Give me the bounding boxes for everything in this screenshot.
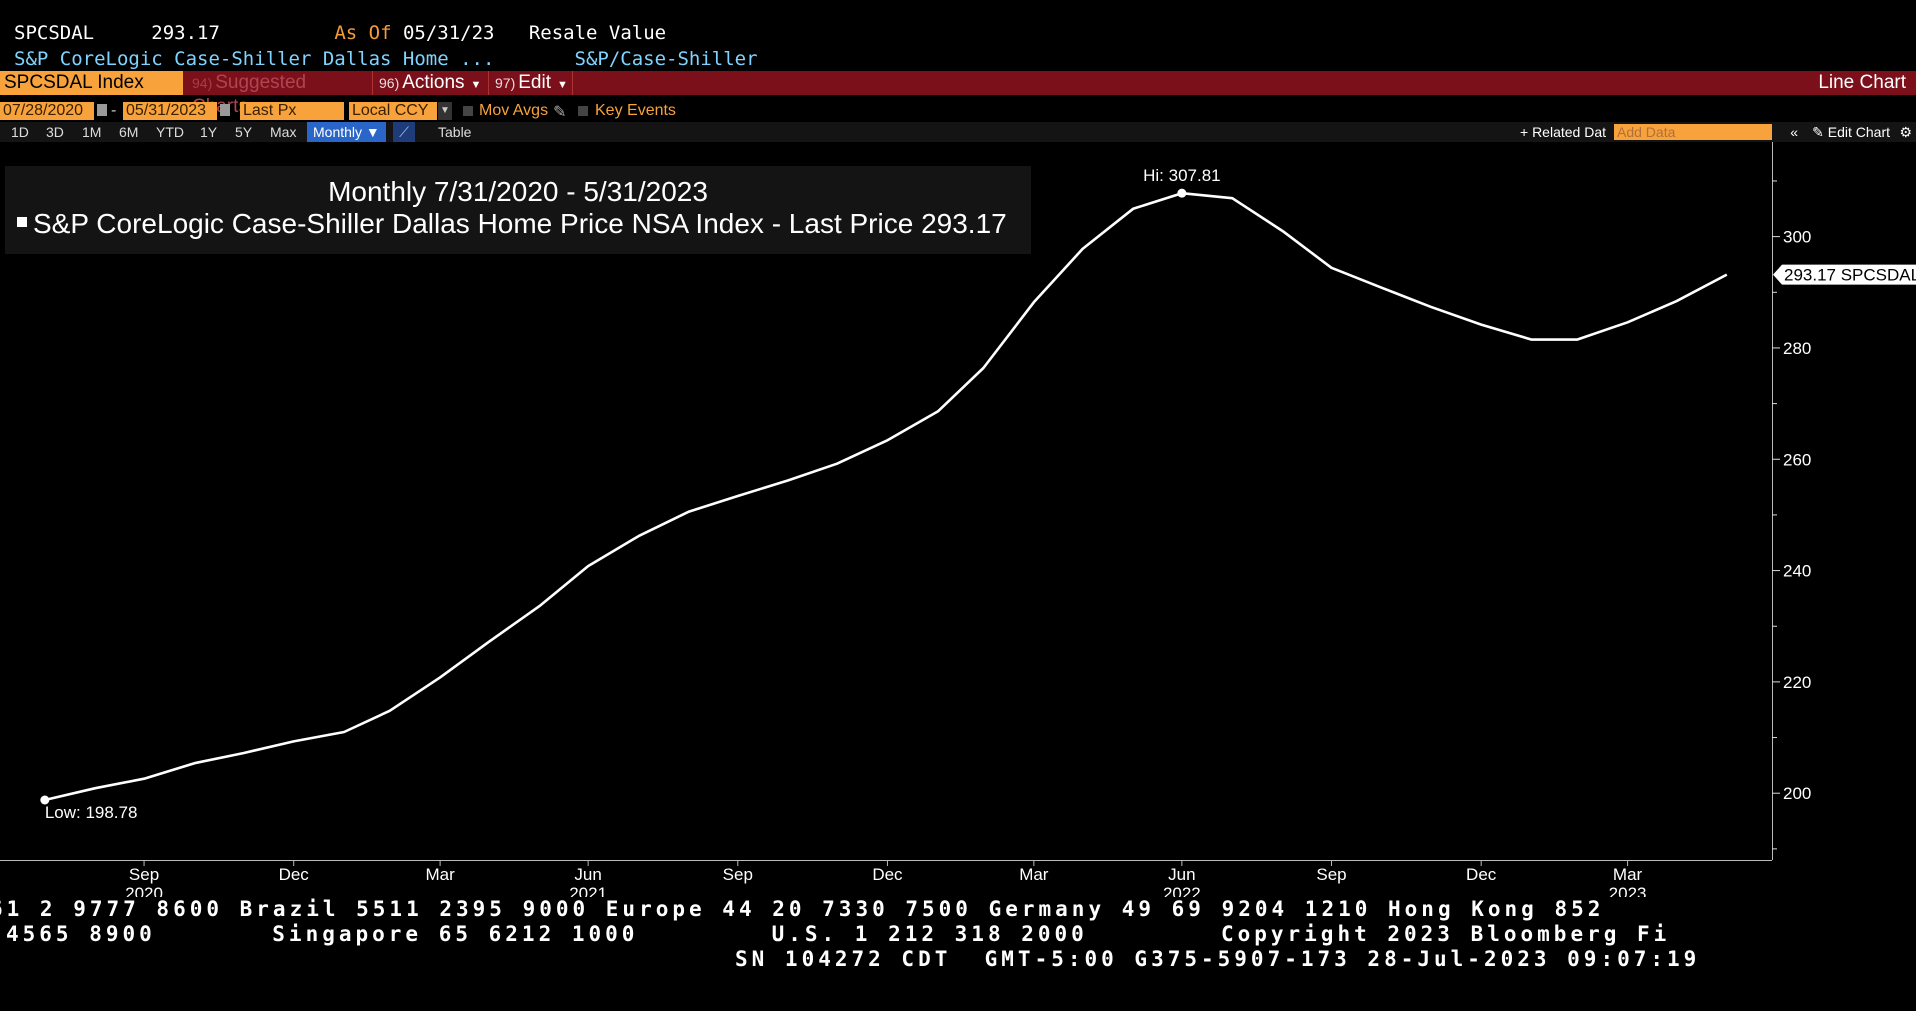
settings-row: 07/28/2020 - 05/31/2023 Last Px Local CC… [0,100,1916,122]
legend-title: Monthly 7/31/2020 - 5/31/2023 [328,176,708,207]
edit-label: Edit [518,72,551,93]
x-year-label: 2021 [569,884,607,897]
y-tick-label: 260 [1783,450,1811,469]
pencil-icon: ✎ [1812,124,1828,140]
last-price: 293.17 [151,22,220,44]
low-label: Low: 198.78 [45,803,138,822]
x-tick-label: Dec [1466,865,1497,884]
range-ytd[interactable]: YTD [156,124,184,140]
suggested-charts-button[interactable]: 94)Suggested Charts [186,71,366,117]
edit-chart-label: Edit Chart [1827,124,1890,140]
data-source: S&P/Case-Shiller [574,48,758,70]
key-events-checkbox[interactable] [578,106,588,116]
mov-avgs-checkbox[interactable] [463,106,473,116]
x-year-label: 2020 [125,884,163,897]
security-header: SPCSDAL 293.17 As Of 05/31/23 Resale Val… [14,22,666,44]
y-tick-label: 200 [1783,784,1811,803]
as-of-label: As Of [334,22,392,44]
suggested-charts-number: 94) [192,75,213,91]
line-chart-icon[interactable]: ⟋ [393,122,415,142]
as-of-date: 05/31/23 [402,22,495,44]
chevron-down-icon: ▼ [365,124,380,140]
table-button[interactable]: Table [438,124,472,140]
x-tick-label: Sep [129,865,159,884]
value-type: Resale Value [528,22,667,44]
x-tick-label: Mar [1019,865,1049,884]
x-year-label: 2023 [1609,884,1647,897]
related-data-label: Related Dat [1532,124,1606,140]
related-data-button[interactable]: + Related Dat [1520,122,1606,142]
chevron-down-icon: ▼ [556,79,568,91]
frequency-select[interactable]: Monthly ▼ [307,122,386,142]
range-5y[interactable]: 5Y [235,124,253,140]
add-data-input[interactable]: Add Data [1614,124,1772,140]
chart-type-label: Line Chart [1818,72,1906,93]
high-point-marker [1177,188,1187,198]
frequency-label: Monthly [313,124,363,140]
footer-contacts-2: 4565 8900 Singapore 65 6212 1000 U.S. 1 … [6,922,1671,946]
chevron-down-icon[interactable]: ▼ [438,102,452,120]
security-field[interactable]: SPCSDAL Index [0,71,183,95]
range-max[interactable]: Max [270,124,297,140]
x-year-label: 2022 [1163,884,1201,897]
key-events-label: Key Events [595,102,676,119]
actions-label: Actions [402,72,465,93]
legend-series: S&P CoreLogic Case-Shiller Dallas Home P… [17,208,1007,240]
x-tick-label: Dec [279,865,310,884]
collapse-icon[interactable]: « [1790,124,1798,140]
y-tick-label: 240 [1783,562,1811,581]
x-tick-label: Dec [872,865,903,884]
edit-number: 97) [495,75,516,91]
x-tick-label: Sep [723,865,753,884]
y-tick-label: 280 [1783,339,1811,358]
edit-chart-button[interactable]: ✎ Edit Chart [1812,122,1890,142]
y-tick-label: 300 [1783,228,1811,247]
x-tick-label: Sep [1316,865,1346,884]
range-3d[interactable]: 3D [46,124,64,140]
actions-number: 96) [379,75,400,91]
x-tick-label: Mar [425,865,455,884]
last-price-tag [1773,264,1916,285]
suggested-charts-label: Suggested Charts [192,72,307,117]
chevron-down-icon: ▼ [470,79,482,91]
footer-session: SN 104272 CDT GMT-5:00 G375-5907-173 28-… [735,947,1701,971]
x-tick-label: Jun [1168,865,1195,884]
start-date-field[interactable]: 07/28/2020 [0,102,94,120]
footer-contacts-1: 61 2 9777 8600 Brazil 5511 2395 9000 Eur… [0,897,1605,921]
legend-series-label: S&P CoreLogic Case-Shiller Dallas Home P… [33,208,1007,239]
price-series-line [44,191,1728,802]
calendar-icon[interactable] [220,104,230,116]
high-label: Hi: 307.81 [1143,166,1221,185]
actions-menu[interactable]: 96) Actions ▼ [372,71,486,95]
function-bar: SPCSDAL Index 94)Suggested Charts 96)Act… [0,71,1916,117]
range-toolbar: 1D 3D 1M 6M YTD 1Y 5Y Max Monthly ▼ ⟋ Ta… [0,122,1916,142]
x-tick-label: Jun [574,865,601,884]
date-separator: - [111,102,117,119]
series-swatch [17,216,27,227]
security-name-line: S&P CoreLogic Case-Shiller Dallas Home .… [14,48,758,70]
range-1y[interactable]: 1Y [200,124,218,140]
low-point-marker [40,795,50,805]
calendar-icon[interactable] [97,104,107,116]
ticker-symbol: SPCSDAL [14,22,95,44]
gear-icon[interactable]: ⚙ [1899,124,1912,140]
price-field-select[interactable]: Last Px [240,102,344,120]
end-date-field[interactable]: 05/31/2023 [123,102,217,120]
mov-avgs-label: Mov Avgs [479,102,549,119]
range-1m[interactable]: 1M [82,124,102,140]
currency-select[interactable]: Local CCY [349,102,437,120]
edit-menu[interactable]: 97) Edit ▼ [488,71,573,95]
plus-icon: + [1519,124,1533,140]
range-6m[interactable]: 6M [119,124,139,140]
security-name: S&P CoreLogic Case-Shiller Dallas Home .… [14,48,495,70]
chart-legend: Monthly 7/31/2020 - 5/31/2023 S&P CoreLo… [5,166,1031,254]
last-price-label: 293.17 SPCSDAL [1784,266,1916,285]
y-tick-label: 220 [1783,673,1811,692]
x-tick-label: Mar [1613,865,1643,884]
pencil-icon[interactable]: ✎ [553,104,567,121]
range-1d[interactable]: 1D [11,124,29,140]
